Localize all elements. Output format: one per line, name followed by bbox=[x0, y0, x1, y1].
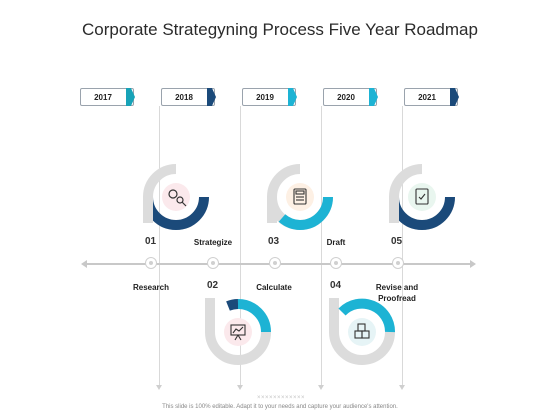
timeline-node bbox=[269, 257, 281, 269]
timeline-node bbox=[392, 257, 404, 269]
guide-line bbox=[318, 106, 324, 390]
footer-note: This slide is 100% editable. Adapt it to… bbox=[162, 404, 398, 410]
year-2021: 2021 bbox=[404, 88, 459, 106]
step-label: Calculate bbox=[256, 283, 292, 292]
calculator-icon bbox=[293, 188, 307, 205]
timeline-node bbox=[330, 257, 342, 269]
step-number: 01 bbox=[145, 236, 157, 247]
timeline-node bbox=[145, 257, 157, 269]
step-number: 04 bbox=[330, 280, 342, 291]
guide-line bbox=[237, 106, 243, 390]
year-tab bbox=[450, 88, 459, 106]
timeline-node bbox=[207, 257, 219, 269]
year-label: 2017 bbox=[94, 92, 112, 102]
page-title: Corporate Strategyning Process Five Year… bbox=[82, 20, 478, 39]
year-label: 2020 bbox=[337, 92, 355, 102]
document-check-icon bbox=[415, 188, 429, 205]
guide-line bbox=[156, 106, 162, 390]
gears-magnifier-icon bbox=[168, 189, 187, 207]
timeline-arrow-left bbox=[81, 260, 87, 268]
step-ring-05 bbox=[389, 164, 455, 231]
year-label: 2018 bbox=[175, 92, 193, 102]
year-label: 2021 bbox=[418, 92, 436, 102]
step-number: 03 bbox=[268, 236, 280, 247]
year-tab bbox=[369, 88, 378, 106]
step-label: Strategize bbox=[193, 238, 233, 247]
timeline-arrow-right bbox=[470, 260, 476, 268]
step-ring-04 bbox=[329, 298, 396, 365]
guide-line bbox=[399, 106, 405, 390]
step-label: Draft bbox=[326, 238, 346, 247]
year-tab bbox=[207, 88, 216, 106]
building-blocks-icon bbox=[354, 323, 370, 339]
presentation-board-icon bbox=[230, 324, 246, 341]
step-ring-03 bbox=[267, 164, 333, 231]
year-2019: 2019 bbox=[242, 88, 297, 106]
step-ring-02 bbox=[205, 298, 271, 365]
year-2020: 2020 bbox=[323, 88, 378, 106]
year-label: 2019 bbox=[256, 92, 274, 102]
step-number: 05 bbox=[391, 236, 403, 247]
step-label: Research bbox=[132, 283, 170, 292]
step-number: 02 bbox=[207, 280, 219, 291]
year-tab bbox=[126, 88, 135, 106]
year-2017: 2017 bbox=[80, 88, 135, 106]
year-2018: 2018 bbox=[161, 88, 216, 106]
divider-marks: ×××××××××××× bbox=[256, 395, 306, 401]
step-ring-01 bbox=[143, 164, 209, 231]
year-tab bbox=[288, 88, 297, 106]
step-label: Revise and Proofread bbox=[375, 283, 419, 303]
